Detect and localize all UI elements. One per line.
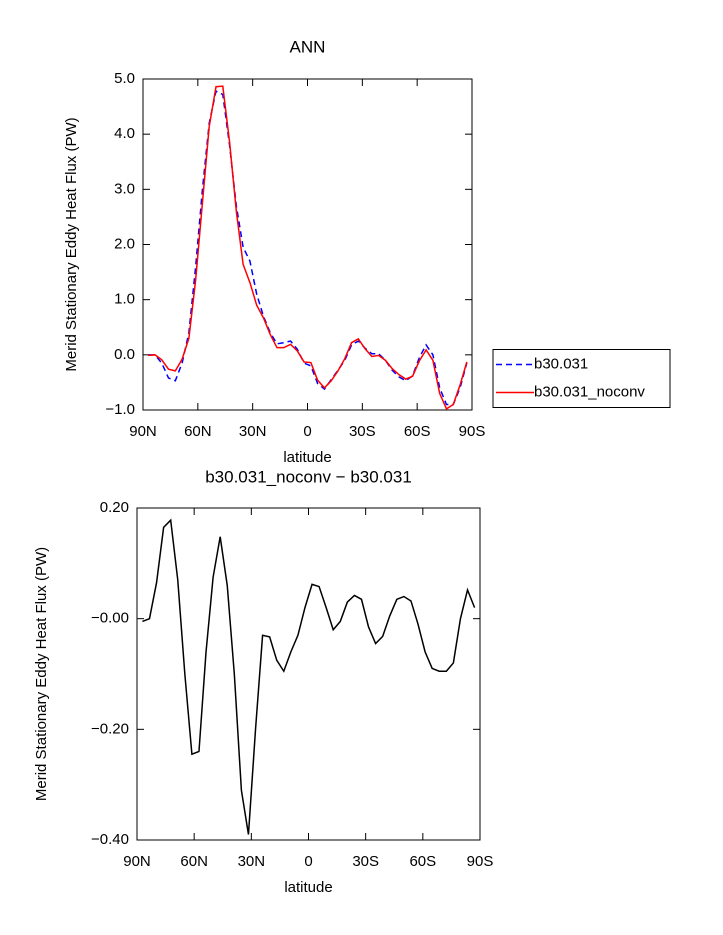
plot-frame: [136, 507, 481, 841]
x-axis-label: latitude: [284, 879, 332, 896]
data-line: [142, 518, 476, 835]
x-tick-label: 90N: [123, 853, 151, 870]
y-tick-label: 0.0: [114, 346, 135, 363]
x-tick-label: 60S: [404, 423, 431, 440]
y-tick-label: 1.0: [114, 291, 135, 308]
x-tick-label: 30S: [349, 423, 376, 440]
data-line: [148, 85, 468, 411]
x-tick-label: 60N: [184, 423, 212, 440]
x-tick-label: 30S: [352, 853, 379, 870]
y-tick-label: 0.20: [100, 499, 129, 516]
x-tick-label: 90S: [467, 853, 494, 870]
x-tick-label: 60S: [409, 853, 436, 870]
y-axis-label: Merid Stationary Eddy Heat Flux (PW): [33, 547, 50, 801]
y-tick-label: −0.40: [91, 831, 129, 848]
y-tick-label: −1.0: [105, 401, 135, 418]
legend-box: [492, 349, 671, 408]
y-tick-label: 2.0: [114, 235, 135, 252]
y-axis-label: Merid Stationary Eddy Heat Flux (PW): [63, 117, 80, 371]
data-line: [148, 90, 468, 406]
x-tick-label: 0: [303, 423, 311, 440]
x-tick-label: 30N: [238, 853, 266, 870]
chart-title: ANN: [290, 37, 326, 56]
x-tick-label: 90S: [459, 423, 486, 440]
plot-frame: [142, 78, 473, 411]
legend-label: b30.031: [534, 355, 588, 372]
x-tick-label: 0: [304, 853, 312, 870]
x-axis-label: latitude: [283, 449, 331, 466]
y-tick-label: −0.00: [91, 610, 129, 627]
y-tick-label: 5.0: [114, 70, 135, 87]
x-tick-label: 60N: [180, 853, 208, 870]
x-tick-label: 90N: [129, 423, 157, 440]
chart-title: b30.031_noconv − b30.031: [205, 467, 412, 486]
x-tick-label: 30N: [239, 423, 267, 440]
y-tick-label: −0.20: [91, 720, 129, 737]
y-tick-label: 3.0: [114, 180, 135, 197]
legend-label: b30.031_noconv: [534, 383, 645, 400]
y-tick-label: 4.0: [114, 125, 135, 142]
